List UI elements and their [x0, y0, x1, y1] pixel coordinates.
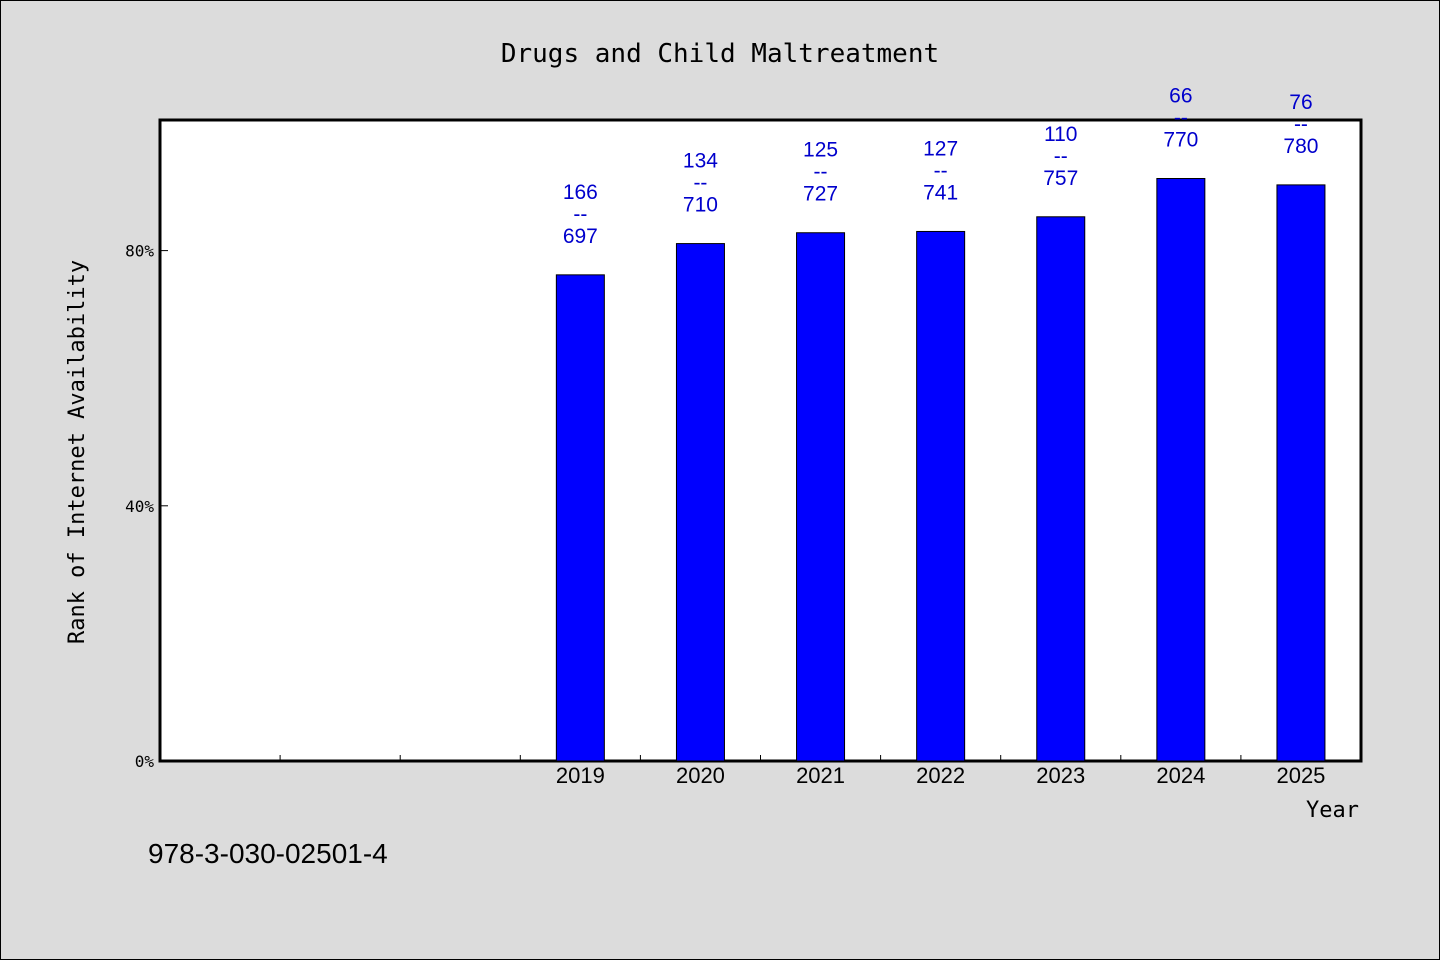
data-label-2019: 697 — [563, 225, 598, 248]
y-tick-label: 80% — [125, 242, 154, 261]
x-tick-label: 2024 — [1156, 763, 1205, 788]
data-label-2025: 76 — [1289, 91, 1312, 114]
bar-2023 — [1036, 216, 1086, 762]
x-tick-label: 2020 — [676, 763, 725, 788]
bar-2025 — [1276, 184, 1326, 762]
chart-title: Drugs and Child Maltreatment — [501, 39, 939, 69]
data-label-2025: -- — [1294, 113, 1308, 136]
data-label-2025: 780 — [1283, 135, 1318, 158]
bar-2020 — [675, 243, 725, 762]
data-label-2023: -- — [1054, 145, 1068, 168]
data-label-2024: -- — [1174, 107, 1188, 130]
data-label-2020: 134 — [683, 150, 718, 173]
data-label-2022: -- — [934, 159, 948, 182]
data-label-2023: 110 — [1044, 123, 1077, 146]
x-tick-label: 2022 — [916, 763, 965, 788]
x-tick-label: 2023 — [1036, 763, 1085, 788]
bar-2019 — [555, 274, 605, 762]
data-label-2021: 125 — [803, 139, 838, 162]
y-tick-label: 40% — [125, 497, 154, 516]
data-label-2022: 127 — [923, 137, 958, 160]
y-axis-label: Rank of Internet Availability — [65, 260, 90, 644]
isbn-label: 978-3-030-02501-4 — [148, 838, 388, 869]
data-label-2021: -- — [814, 161, 828, 184]
x-tick-label: 2021 — [796, 763, 845, 788]
x-axis-label: Year — [1306, 798, 1359, 823]
data-label-2023: 757 — [1043, 167, 1078, 190]
bar-2024 — [1156, 178, 1206, 762]
data-label-2022: 741 — [923, 181, 958, 204]
data-label-2019: -- — [573, 203, 587, 226]
data-label-2019: 166 — [563, 181, 598, 204]
data-label-2020: -- — [693, 172, 707, 195]
data-labels-group: 166--697134--710125--727127--741110--757… — [563, 85, 1319, 248]
bar-2021 — [796, 232, 846, 762]
y-ticks-group: 0% 40% 80% — [125, 242, 168, 771]
data-label-2024: 66 — [1169, 85, 1192, 108]
bar-2022 — [916, 230, 966, 762]
x-tick-label: 2025 — [1276, 763, 1325, 788]
data-label-2024: 770 — [1163, 129, 1198, 152]
bars-group — [555, 178, 1326, 762]
y-tick-label: 0% — [135, 752, 155, 771]
data-label-2020: 710 — [683, 194, 718, 217]
x-tick-label: 2019 — [556, 763, 605, 788]
data-label-2021: 727 — [803, 183, 838, 206]
x-ticks-group: 2019 2020 2021 2022 2023 2024 2025 — [279, 755, 1325, 788]
